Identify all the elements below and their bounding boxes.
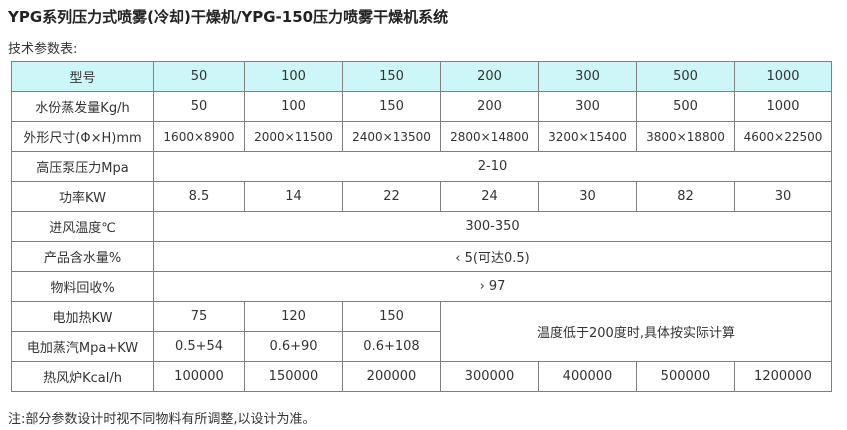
table-row: 电加热KW 75 120 150 温度低于200度时,具体按实际计算 (11, 301, 832, 362)
table-cell: 4600×22500 (734, 121, 832, 152)
table-cell: 150 (342, 301, 441, 332)
row-label: 物料回收% (11, 271, 154, 302)
table-cell: 14 (244, 181, 343, 212)
header-model: 300 (538, 61, 637, 92)
table-cell: 400000 (538, 361, 637, 392)
table-cell: 200 (440, 91, 539, 122)
header-model: 1000 (734, 61, 832, 92)
row-label: 水份蒸发量Kg/h (11, 91, 154, 122)
table-cell: 0.6+108 (342, 331, 441, 362)
table-cell: 150 (342, 91, 441, 122)
table-cell: 3800×18800 (636, 121, 735, 152)
table-cell: 100 (244, 91, 343, 122)
row-label: 外形尺寸(Φ×H)mm (11, 121, 154, 152)
table-cell: 75 (153, 301, 245, 332)
header-label: 型号 (11, 61, 154, 92)
table-cell: 8.5 (153, 181, 245, 212)
table-header-row: 型号 50 100 150 200 300 500 1000 (11, 61, 832, 92)
table-cell: 2000×11500 (244, 121, 343, 152)
table-row: 物料回收% › 97 (11, 271, 832, 302)
table-cell: 300000 (440, 361, 539, 392)
table-cell: 200000 (342, 361, 441, 392)
table-cell: 82 (636, 181, 735, 212)
table-cell: 500000 (636, 361, 735, 392)
row-label: 电加蒸汽Mpa+KW (11, 331, 154, 362)
table-cell: 0.6+90 (244, 331, 343, 362)
table-cell: 0.5+54 (153, 331, 245, 362)
row-label: 进风温度℃ (11, 211, 154, 242)
table-row: 外形尺寸(Φ×H)mm 1600×8900 2000×11500 2400×13… (11, 121, 832, 152)
row-label: 电加热KW (11, 301, 154, 332)
table-cell: ‹ 5(可达0.5) (153, 241, 832, 272)
header-model: 150 (342, 61, 441, 92)
table-cell: 30 (538, 181, 637, 212)
table-cell: 500 (636, 91, 735, 122)
table-cell: 100000 (153, 361, 245, 392)
spec-table: 型号 50 100 150 200 300 500 1000 水份蒸发量Kg/h… (11, 61, 832, 392)
table-cell: 120 (244, 301, 343, 332)
heating-note-cell: 温度低于200度时,具体按实际计算 (440, 301, 832, 362)
table-cell: 22 (342, 181, 441, 212)
row-label: 产品含水量% (11, 241, 154, 272)
header-model: 50 (153, 61, 245, 92)
table-cell: 1200000 (734, 361, 832, 392)
table-row: 功率KW 8.5 14 22 24 30 82 30 (11, 181, 832, 212)
table-row: 进风温度℃ 300-350 (11, 211, 832, 242)
table-cell: 2-10 (153, 151, 832, 182)
table-cell: 50 (153, 91, 245, 122)
table-caption: 技术参数表: (8, 42, 78, 57)
table-row: 高压泵压力Mpa 2-10 (11, 151, 832, 182)
table-cell: 300-350 (153, 211, 832, 242)
table-cell: 24 (440, 181, 539, 212)
table-row: 电加蒸汽Mpa+KW 0.5+54 0.6+90 0.6+108 (11, 331, 832, 362)
table-cell: 2800×14800 (440, 121, 539, 152)
table-row: 产品含水量% ‹ 5(可达0.5) (11, 241, 832, 272)
table-row: 热风炉Kcal/h 100000 150000 200000 300000 40… (11, 361, 832, 392)
header-model: 200 (440, 61, 539, 92)
row-label: 功率KW (11, 181, 154, 212)
table-cell: 2400×13500 (342, 121, 441, 152)
table-cell: › 97 (153, 271, 832, 302)
header-model: 100 (244, 61, 343, 92)
row-label: 热风炉Kcal/h (11, 361, 154, 392)
header-model: 500 (636, 61, 735, 92)
table-cell: 300 (538, 91, 637, 122)
table-cell: 1000 (734, 91, 832, 122)
table-cell: 30 (734, 181, 832, 212)
table-cell: 3200×15400 (538, 121, 637, 152)
page-title: YPG系列压力式喷雾(冷却)干燥机/YPG-150压力喷雾干燥机系统 (8, 8, 449, 26)
footnote: 注:部分参数设计时视不同物料有所调整,以设计为准。 (8, 412, 316, 427)
row-label: 高压泵压力Mpa (11, 151, 154, 182)
table-cell: 1600×8900 (153, 121, 245, 152)
table-row: 水份蒸发量Kg/h 50 100 150 200 300 500 1000 (11, 91, 832, 122)
table-cell: 150000 (244, 361, 343, 392)
